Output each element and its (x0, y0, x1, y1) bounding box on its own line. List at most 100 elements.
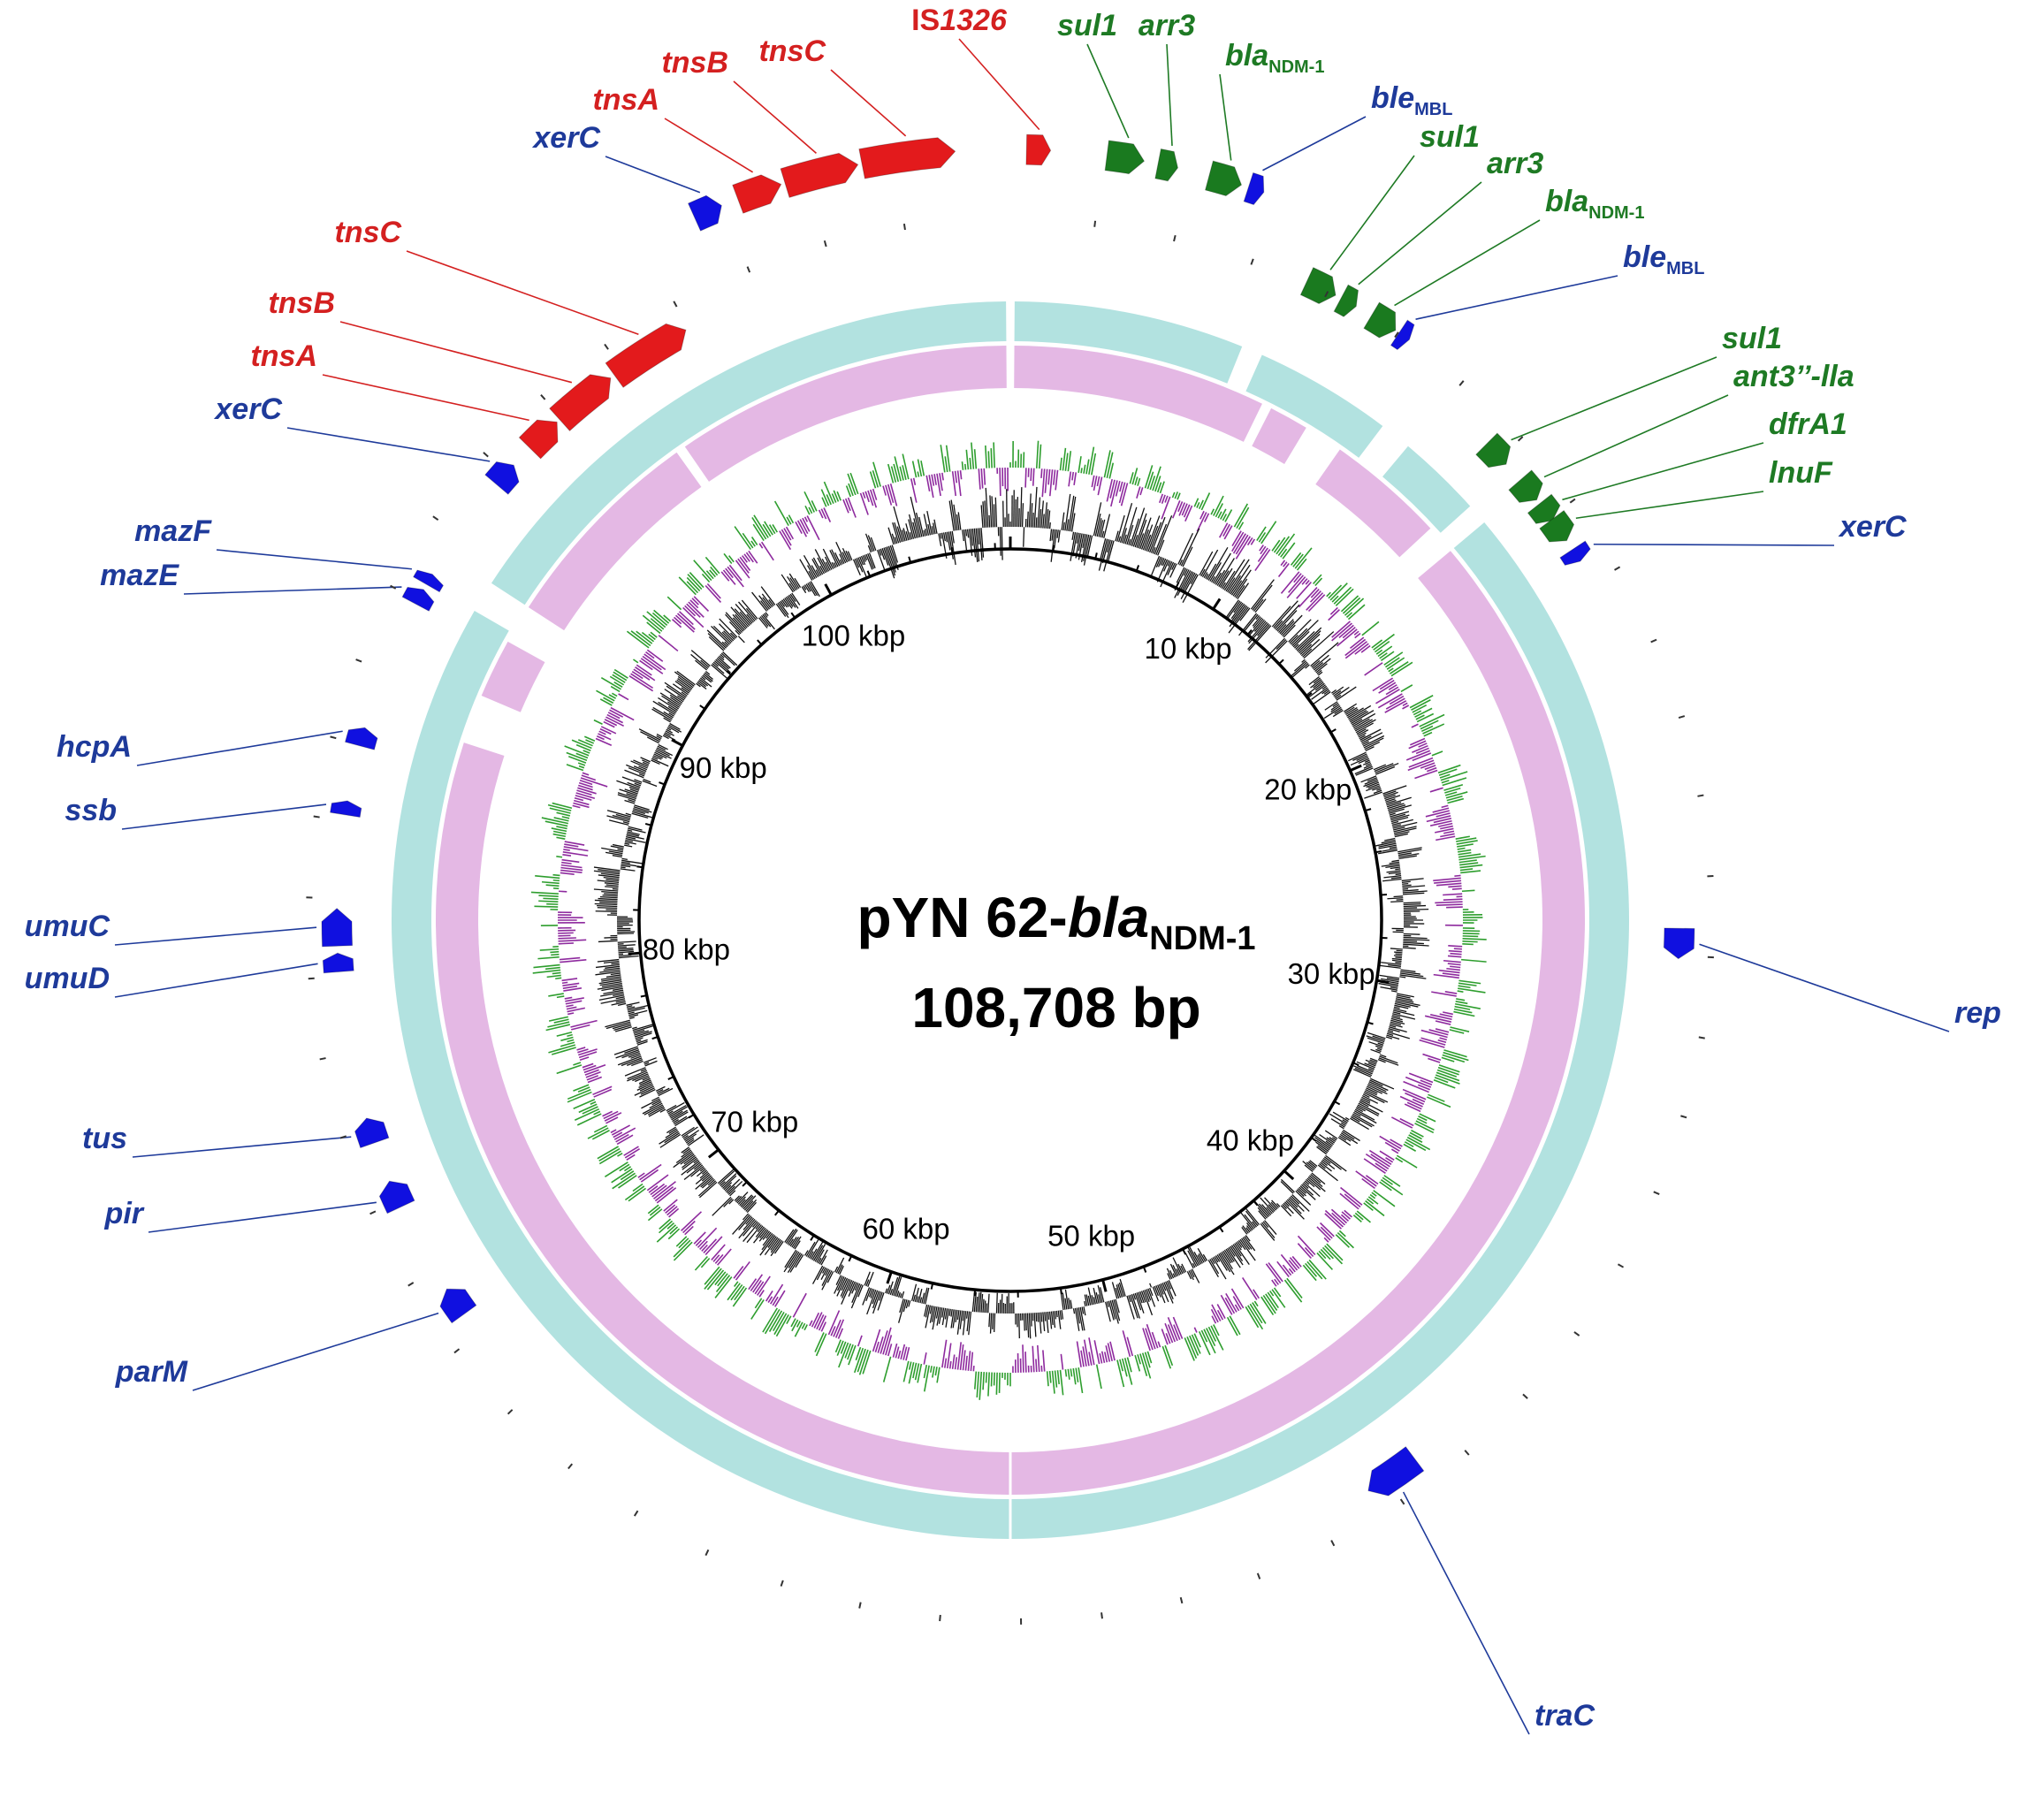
gc-skew-bar (1025, 468, 1026, 487)
scale-label: 70 kbp (711, 1106, 798, 1138)
gc-content-bar (1119, 537, 1121, 543)
gc-skew-bar (552, 875, 560, 876)
scale-tick (1176, 583, 1178, 588)
gene-leader-line (734, 81, 816, 153)
gc-content-bar (597, 906, 617, 907)
gc-skew-bar (1460, 865, 1483, 868)
outer-tick (1570, 499, 1575, 503)
gc-skew-bar (1107, 479, 1112, 501)
outer-tick (433, 516, 438, 520)
gc-skew-bar (771, 1284, 783, 1304)
gc-content-bar (1403, 890, 1419, 891)
gc-skew-bar (704, 1268, 721, 1289)
gc-skew-bar (559, 891, 567, 892)
gc-skew-bar (956, 471, 957, 484)
gene-label: tnsA (250, 339, 317, 373)
gc-skew-bar (911, 478, 917, 502)
gc-skew-bar (557, 1065, 582, 1074)
gc-skew-bar (1461, 960, 1487, 962)
gene-arrow (519, 420, 558, 459)
outer-tick (1174, 235, 1176, 241)
gc-content-bar (1403, 893, 1424, 895)
gc-content-bar (1063, 522, 1064, 530)
gc-content-bar (1376, 788, 1381, 790)
gc-skew-bar (1332, 621, 1351, 637)
gc-skew-bar (1340, 1193, 1359, 1209)
gc-skew-bar (924, 1352, 926, 1364)
scale-label: 80 kbp (643, 933, 730, 966)
outer-tick (1680, 1116, 1687, 1117)
gc-content-bar (1403, 889, 1408, 890)
gc-skew-bar (717, 1276, 730, 1292)
gc-content-bar (1040, 1313, 1041, 1334)
gc-content-bar (985, 1300, 986, 1313)
gc-skew-bar (583, 750, 590, 753)
gene-label: bleMBL (1371, 81, 1452, 119)
gc-skew-bar (1074, 472, 1076, 484)
gc-content-bar (1074, 1308, 1075, 1314)
gc-skew-bar (1061, 1354, 1062, 1370)
gc-content-bar (613, 856, 622, 857)
gc-content-bar (994, 1314, 995, 1332)
middle-ring-segment (685, 346, 1007, 482)
gc-content-bar (1032, 1313, 1033, 1321)
gc-content-bar (1402, 885, 1411, 886)
gc-content-bar (1394, 952, 1402, 953)
gc-content-bar (1052, 1312, 1054, 1325)
gc-content-bar (1094, 1297, 1096, 1304)
gc-skew-bar (848, 1344, 853, 1359)
gc-skew-bar (1278, 534, 1294, 556)
gc-content-bar (632, 1027, 636, 1029)
gene-leader-line (184, 587, 401, 594)
gc-skew-bar (898, 1351, 900, 1359)
gc-skew-bar (1211, 509, 1214, 514)
gc-content-bar (618, 945, 636, 946)
gc-content-bar (991, 1313, 992, 1333)
gc-skew-bar (577, 1114, 601, 1125)
gene-leader-line (1562, 443, 1763, 499)
gc-skew-bar (567, 1039, 574, 1041)
gc-skew-bar (533, 965, 560, 968)
outer-tick (508, 1410, 513, 1414)
scale-tick (1220, 1227, 1223, 1232)
gc-content-bar (1058, 530, 1060, 543)
gc-skew-bar (1234, 504, 1247, 527)
gc-skew-bar (1433, 878, 1461, 880)
gc-skew-bar (1397, 1155, 1417, 1168)
gc-skew-bar (727, 1283, 740, 1300)
gc-skew-bar (649, 1186, 658, 1192)
gc-skew-bar (567, 1007, 576, 1009)
gene-label: ssb (65, 794, 117, 827)
gc-content-bar (1391, 878, 1402, 879)
gc-skew-bar (1355, 1213, 1363, 1220)
gc-content-bar (976, 1297, 978, 1312)
gc-skew-bar (942, 473, 943, 480)
gc-skew-bar (689, 573, 704, 588)
gene-leader-line (1594, 544, 1834, 545)
gc-content-bar (1333, 1112, 1348, 1121)
gc-skew-bar (576, 745, 590, 751)
gc-content-bar (1031, 1313, 1032, 1326)
scale-label: 10 kbp (1145, 632, 1232, 665)
gc-skew-bar (1237, 507, 1249, 529)
gc-content-bar (1281, 1179, 1294, 1192)
gc-content-bar (1388, 965, 1401, 967)
outer-tick (1651, 640, 1656, 643)
gc-content-bar (1281, 1182, 1293, 1194)
gene-arrow (322, 909, 353, 947)
gc-skew-bar (1255, 550, 1270, 571)
gc-skew-bar (1325, 1245, 1343, 1263)
gc-skew-bar (546, 1024, 570, 1030)
gc-skew-bar (1381, 1180, 1402, 1195)
gc-content-bar (1391, 991, 1397, 992)
gene-leader-line (1359, 182, 1481, 285)
gc-skew-bar (991, 448, 992, 468)
gc-skew-bar (1289, 575, 1304, 593)
gc-skew-bar (1272, 1290, 1285, 1308)
gc-skew-bar (706, 571, 713, 579)
gc-skew-bar (560, 868, 583, 871)
gc-skew-bar (614, 1128, 636, 1139)
gene-label: tnsB (661, 46, 728, 80)
gc-skew-bar (546, 885, 560, 886)
gc-content-bar (1356, 768, 1374, 775)
